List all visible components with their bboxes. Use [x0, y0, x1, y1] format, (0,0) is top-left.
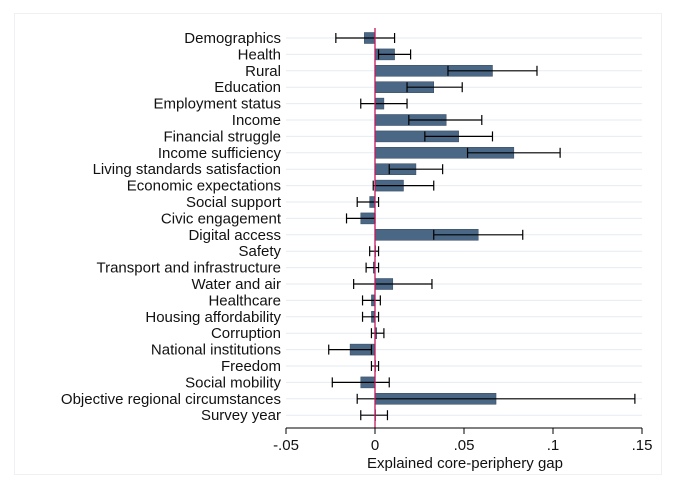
error-bar-16 [361, 295, 381, 306]
category-label-8: Living standards satisfaction [93, 161, 281, 178]
category-label-15: Water and air [192, 276, 281, 293]
error-bar-19 [328, 344, 373, 355]
error-bar-12 [433, 229, 524, 240]
error-bar-22 [356, 393, 636, 404]
category-label-10: Social support [186, 194, 282, 211]
error-bar-21 [331, 377, 390, 388]
error-bar-14 [365, 262, 380, 273]
error-bars [328, 33, 636, 421]
x-tick-label-1: 0 [371, 437, 379, 454]
error-bar-8 [388, 164, 444, 175]
category-label-16: Healthcare [208, 292, 281, 309]
category-label-18: Corruption [211, 325, 281, 342]
chart-frame [14, 13, 662, 475]
category-label-3: Education [214, 79, 281, 96]
error-bar-2 [447, 65, 538, 76]
category-labels: DemographicsHealthRuralEducationEmployme… [61, 30, 282, 424]
category-label-6: Financial struggle [163, 128, 281, 145]
category-label-12: Digital access [188, 227, 281, 244]
x-tick-label-2: .05 [454, 437, 475, 454]
error-bar-15 [353, 279, 433, 289]
category-label-20: Freedom [221, 358, 281, 375]
x-axis: -.05 0 .05 .1 .15 [273, 427, 653, 454]
category-label-23: Survey year [201, 407, 281, 424]
error-bar-9 [372, 180, 435, 191]
error-bar-13 [369, 246, 380, 257]
category-label-14: Transport and infrastructure [96, 260, 281, 277]
category-label-4: Employment status [153, 96, 281, 113]
error-bar-0 [335, 33, 396, 43]
error-bar-6 [424, 131, 494, 142]
grid [286, 37, 642, 416]
error-bar-3 [406, 82, 463, 93]
category-label-11: Civic engagement [161, 210, 282, 227]
error-bar-4 [360, 98, 408, 109]
category-label-13: Safety [238, 243, 281, 260]
category-label-2: Rural [245, 63, 281, 80]
category-label-9: Economic expectations [127, 178, 281, 195]
category-label-1: Health [238, 46, 281, 63]
category-label-0: Demographics [184, 30, 281, 47]
category-label-7: Income sufficiency [158, 145, 282, 162]
x-tick-label-0: -.05 [273, 437, 299, 454]
error-bar-18 [370, 328, 385, 339]
category-label-19: National institutions [151, 342, 281, 359]
category-label-22: Objective regional circumstances [61, 391, 281, 408]
category-label-17: Housing affordability [145, 309, 281, 326]
category-label-21: Social mobility [185, 374, 281, 391]
x-tick-label-3: .1 [547, 437, 560, 454]
error-bar-7 [466, 147, 561, 158]
x-tick-label-4: .15 [632, 437, 653, 454]
x-axis-title: Explained core-periphery gap [367, 455, 563, 472]
error-bar-1 [377, 49, 412, 60]
error-bar-17 [361, 311, 380, 322]
error-bar-23 [360, 410, 389, 421]
error-bar-5 [408, 115, 483, 125]
category-label-5: Income [232, 112, 281, 129]
